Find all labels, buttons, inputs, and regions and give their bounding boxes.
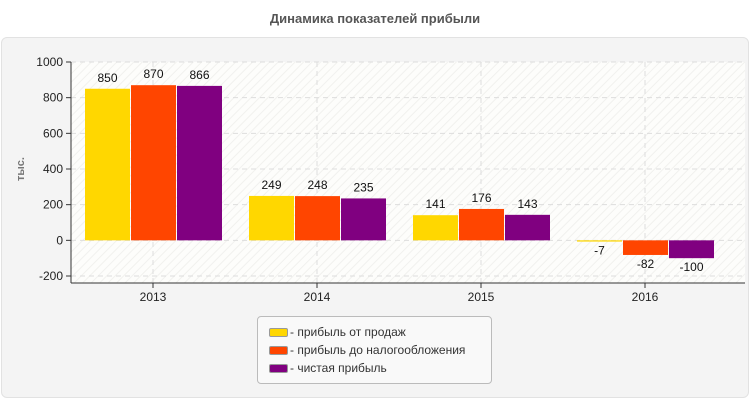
bar bbox=[177, 85, 222, 241]
legend-swatch bbox=[269, 364, 288, 374]
bar bbox=[295, 196, 340, 241]
legend-label: - прибыль до налогообложения bbox=[290, 343, 466, 357]
chart-title: Динамика показателей прибыли bbox=[269, 11, 481, 26]
data-label: 866 bbox=[189, 68, 209, 82]
x-tick-label: 2013 bbox=[140, 290, 167, 304]
data-label: 176 bbox=[471, 191, 491, 205]
y-tick-label: 400 bbox=[43, 162, 63, 176]
bar bbox=[131, 85, 176, 241]
y-tick-label: 800 bbox=[43, 91, 63, 105]
legend-item: - прибыль до налогообложения bbox=[269, 342, 465, 358]
legend-item: - прибыль от продаж bbox=[269, 324, 406, 340]
bar bbox=[577, 240, 622, 242]
bar bbox=[505, 214, 550, 241]
data-label: 870 bbox=[143, 67, 163, 81]
y-tick-label: 1000 bbox=[36, 55, 63, 69]
data-label: 249 bbox=[261, 178, 281, 192]
bar bbox=[341, 198, 386, 241]
bar bbox=[85, 88, 130, 241]
data-label: -82 bbox=[637, 257, 655, 271]
legend-label: - прибыль от продаж bbox=[290, 325, 406, 339]
data-label: -7 bbox=[594, 244, 605, 258]
bar bbox=[669, 240, 714, 259]
legend-label: - чистая прибыль bbox=[290, 361, 387, 375]
data-label: -100 bbox=[679, 260, 703, 274]
x-tick-label: 2015 bbox=[468, 290, 495, 304]
bar bbox=[413, 215, 458, 241]
legend: - прибыль от продаж - прибыль до налогооб… bbox=[257, 316, 492, 384]
data-label: 850 bbox=[97, 71, 117, 85]
x-tick-label: 2014 bbox=[304, 290, 331, 304]
bar bbox=[623, 240, 668, 255]
y-tick-label: 200 bbox=[43, 198, 63, 212]
legend-swatch bbox=[269, 346, 288, 356]
y-axis-label: тыс. bbox=[15, 157, 27, 181]
y-tick-label: 600 bbox=[43, 126, 63, 140]
data-label: 235 bbox=[353, 180, 373, 194]
bar bbox=[249, 195, 294, 241]
y-tick-label: -200 bbox=[39, 269, 63, 283]
data-label: 248 bbox=[307, 178, 327, 192]
x-tick-label: 2016 bbox=[632, 290, 659, 304]
data-label: 143 bbox=[517, 197, 537, 211]
legend-item: - чистая прибыль bbox=[269, 360, 387, 376]
y-tick-label: 0 bbox=[56, 233, 63, 247]
legend-swatch bbox=[269, 328, 288, 338]
bar bbox=[459, 208, 504, 241]
data-label: 141 bbox=[425, 197, 445, 211]
